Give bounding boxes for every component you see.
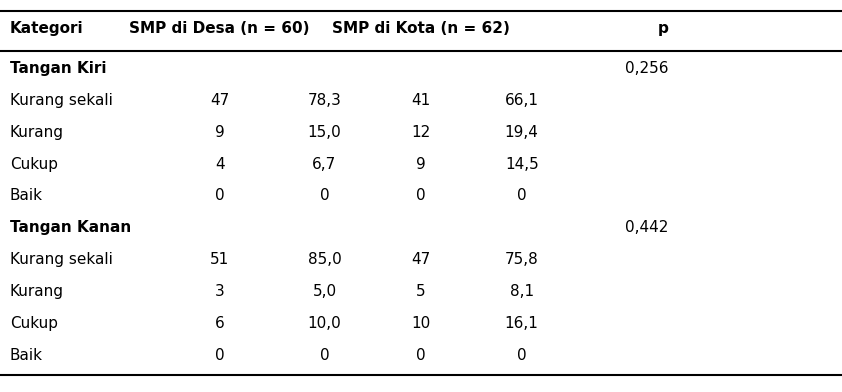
Text: Kurang sekali: Kurang sekali — [10, 252, 113, 267]
Text: 0,256: 0,256 — [625, 61, 669, 76]
Text: 0: 0 — [320, 189, 329, 203]
Text: Cukup: Cukup — [10, 316, 58, 331]
Text: 16,1: 16,1 — [504, 316, 539, 331]
Text: 85,0: 85,0 — [307, 252, 341, 267]
Text: 6: 6 — [215, 316, 225, 331]
Text: 0: 0 — [517, 348, 526, 363]
Text: 15,0: 15,0 — [307, 125, 341, 140]
Text: 5,0: 5,0 — [312, 284, 337, 299]
Text: SMP di Desa (n = 60): SMP di Desa (n = 60) — [130, 21, 310, 36]
Text: 66,1: 66,1 — [504, 93, 539, 108]
Text: 19,4: 19,4 — [504, 125, 539, 140]
Text: 0: 0 — [416, 189, 426, 203]
Text: Tangan Kanan: Tangan Kanan — [10, 220, 131, 236]
Text: Baik: Baik — [10, 348, 43, 363]
Text: 0: 0 — [517, 189, 526, 203]
Text: 0: 0 — [215, 348, 225, 363]
Text: 8,1: 8,1 — [509, 284, 534, 299]
Text: 0: 0 — [416, 348, 426, 363]
Text: 78,3: 78,3 — [307, 93, 341, 108]
Text: 6,7: 6,7 — [312, 156, 337, 172]
Text: 3: 3 — [215, 284, 225, 299]
Text: Kurang: Kurang — [10, 284, 64, 299]
Text: Tangan Kiri: Tangan Kiri — [10, 61, 106, 76]
Text: 4: 4 — [215, 156, 225, 172]
Text: 47: 47 — [412, 252, 430, 267]
Text: 47: 47 — [210, 93, 229, 108]
Text: 12: 12 — [412, 125, 430, 140]
Text: 10: 10 — [412, 316, 430, 331]
Text: 5: 5 — [416, 284, 426, 299]
Text: Kategori: Kategori — [10, 21, 83, 36]
Text: Kurang: Kurang — [10, 125, 64, 140]
Text: 51: 51 — [210, 252, 229, 267]
Text: Cukup: Cukup — [10, 156, 58, 172]
Text: 0: 0 — [215, 189, 225, 203]
Text: Baik: Baik — [10, 189, 43, 203]
Text: 9: 9 — [416, 156, 426, 172]
Text: 10,0: 10,0 — [307, 316, 341, 331]
Text: 0: 0 — [320, 348, 329, 363]
Text: 75,8: 75,8 — [505, 252, 539, 267]
Text: 41: 41 — [412, 93, 430, 108]
Text: 9: 9 — [215, 125, 225, 140]
Text: 14,5: 14,5 — [505, 156, 539, 172]
Text: SMP di Kota (n = 62): SMP di Kota (n = 62) — [332, 21, 510, 36]
Text: p: p — [658, 21, 669, 36]
Text: 0,442: 0,442 — [626, 220, 669, 236]
Text: Kurang sekali: Kurang sekali — [10, 93, 113, 108]
